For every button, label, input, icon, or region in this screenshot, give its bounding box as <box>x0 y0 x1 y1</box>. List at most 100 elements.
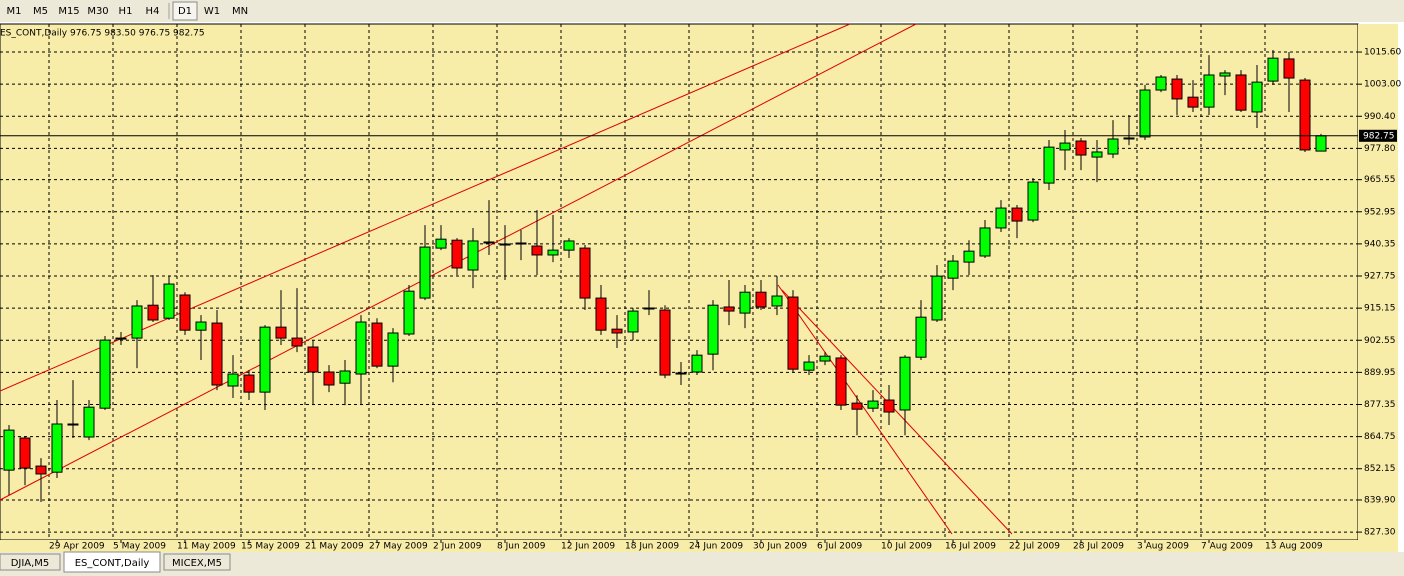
timeframe-label[interactable]: M15 <box>58 6 79 17</box>
candle-body <box>3 429 15 471</box>
candle-body <box>483 241 495 244</box>
timeframe-button[interactable] <box>2 2 26 20</box>
candle-body <box>115 337 127 340</box>
candle-body <box>835 357 847 406</box>
candle-body <box>819 355 831 362</box>
candle-body <box>131 305 143 339</box>
timeframe-label[interactable]: M5 <box>33 6 48 17</box>
y-tick-label: 889.95 <box>1364 368 1396 378</box>
price-axis <box>1358 24 1398 552</box>
y-tick-label: 927.75 <box>1364 272 1396 282</box>
candle-body <box>899 356 911 411</box>
candle-body <box>723 306 735 312</box>
candle-body <box>1059 142 1071 151</box>
x-tick-label: 22 Jul 2009 <box>1009 542 1060 552</box>
y-tick-label: 990.40 <box>1364 112 1396 122</box>
candle-body <box>355 321 367 375</box>
candle-body <box>739 291 751 314</box>
candle-body <box>579 247 591 299</box>
timeframe-label[interactable]: H1 <box>119 6 133 17</box>
y-tick-label: 852.15 <box>1364 464 1396 474</box>
candle-body <box>1235 74 1247 111</box>
timeframe-label[interactable]: H4 <box>146 6 160 17</box>
timeframe-button[interactable] <box>172 1 198 21</box>
trend-line <box>777 284 953 535</box>
candle-body <box>515 242 527 245</box>
candle-body <box>1203 74 1215 108</box>
x-tick-label: 7 Aug 2009 <box>1201 542 1253 552</box>
timeframe-button[interactable] <box>55 2 83 20</box>
candle-body <box>163 283 175 319</box>
x-tick-label: 18 Jun 2009 <box>625 542 679 552</box>
candle-body <box>339 370 351 384</box>
candle-body <box>451 239 463 269</box>
timeframe-button[interactable] <box>227 2 253 20</box>
candle-body <box>995 207 1007 229</box>
candle-body <box>883 399 895 413</box>
candle-body <box>387 332 399 367</box>
chart-tab[interactable] <box>63 551 161 573</box>
candle-body <box>51 423 63 473</box>
candle-body <box>259 326 271 393</box>
x-tick-label: 21 May 2009 <box>305 542 364 552</box>
candle-body <box>1107 138 1119 155</box>
candle-body <box>675 372 687 375</box>
chart-tab-label[interactable]: MICEX,M5 <box>172 558 222 569</box>
y-tick-label: 1015.60 <box>1364 48 1401 58</box>
timeframe-label[interactable]: M30 <box>87 6 108 17</box>
x-tick-label: 8 Jun 2009 <box>497 542 546 552</box>
x-tick-label: 2 Jun 2009 <box>433 542 482 552</box>
x-tick-label: 3 Aug 2009 <box>1137 542 1189 552</box>
trend-line <box>781 289 1013 535</box>
candle-body <box>291 337 303 347</box>
candle-body <box>771 295 783 307</box>
candle-body <box>707 304 719 355</box>
chart-tab-label[interactable]: DJIA,M5 <box>11 558 50 569</box>
candle-body <box>627 310 639 333</box>
candle-body <box>1043 146 1055 184</box>
time-axis <box>0 540 1358 552</box>
timeframe-button[interactable] <box>28 2 53 20</box>
y-tick-label: 952.95 <box>1364 207 1396 217</box>
candle-body <box>867 400 879 409</box>
x-tick-label: 6 Jul 2009 <box>817 542 862 552</box>
y-tick-label: 827.30 <box>1364 528 1396 538</box>
candle-body <box>195 321 207 331</box>
timeframe-toolbar: M1 M5 M15 M30 H1 H4 D1 W1 MN <box>2 1 253 21</box>
timeframe-button[interactable] <box>140 2 165 20</box>
candle-body <box>1171 78 1183 100</box>
candle-body <box>915 316 927 358</box>
timeframe-button[interactable] <box>85 2 111 20</box>
chart-title: ES_CONT,Daily 976.75 983.50 976.75 982.7… <box>0 29 205 39</box>
candle-body <box>307 346 319 373</box>
candle-body <box>67 423 79 426</box>
x-tick-label: 13 Aug 2009 <box>1265 542 1323 552</box>
candle-body <box>947 260 959 279</box>
x-tick-label: 5 May 2009 <box>113 542 166 552</box>
y-tick-label: 965.55 <box>1364 175 1396 185</box>
chart-tab-label[interactable]: ES_CONT,Daily <box>75 558 150 569</box>
timeframe-label[interactable]: D1 <box>178 6 192 17</box>
candle-body <box>1283 58 1295 79</box>
candle-body <box>1219 72 1231 77</box>
chart-tab[interactable] <box>0 553 61 571</box>
timeframe-label[interactable]: MN <box>232 6 248 17</box>
candle-body <box>787 296 799 370</box>
candle-body <box>611 328 623 334</box>
candle-body <box>435 238 447 249</box>
candle-body <box>35 465 47 475</box>
candle-body <box>419 246 431 299</box>
candle-body <box>1123 137 1135 140</box>
timeframe-label[interactable]: W1 <box>204 6 220 17</box>
chart-tab[interactable] <box>163 553 231 571</box>
y-tick-label: 902.55 <box>1364 336 1396 346</box>
timeframe-button[interactable] <box>199 2 225 20</box>
y-tick-label: 864.75 <box>1364 432 1396 442</box>
candle-body <box>371 322 383 367</box>
candle-body <box>755 291 767 308</box>
y-tick-label: 877.35 <box>1364 400 1396 410</box>
timeframe-label[interactable]: M1 <box>7 6 22 17</box>
x-tick-label: 11 May 2009 <box>177 542 236 552</box>
timeframe-button[interactable] <box>113 2 138 20</box>
